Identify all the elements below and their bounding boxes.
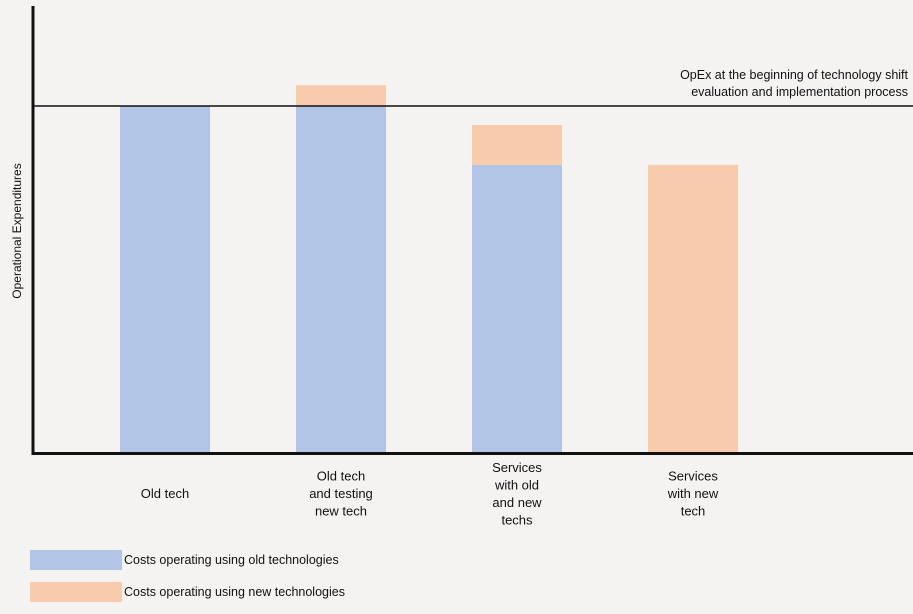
category-label-3: Services with old and new techs [492,460,542,528]
legend-swatch-new-tech [30,582,122,602]
bar-new-tech-4 [648,164,738,452]
reference-line-label: OpEx at the beginning of technology shif… [680,68,908,99]
legend-item-new-tech: Costs operating using new technologies [30,582,345,602]
category-label-1: Old tech [141,486,189,501]
legend-label-new-tech: Costs operating using new technologies [124,585,345,599]
bar-new-tech-3 [472,125,562,165]
category-labels: Old tech Old tech and testing new tech Servi… [141,460,719,528]
y-axis-label: Operational Expenditures [10,163,24,298]
category-label-2: Old tech and testing new tech [309,469,373,519]
legend: Costs operating using old technologies C… [30,550,345,614]
bar-old-tech-1 [120,106,210,452]
legend-item-old-tech: Costs operating using old technologies [30,550,345,570]
legend-swatch-old-tech [30,550,122,570]
legend-label-old-tech: Costs operating using old technologies [124,553,339,567]
bar-old-tech-3 [472,164,562,452]
bar-new-tech-2 [296,85,386,106]
bar-old-tech-2 [296,106,386,452]
bars-group [120,85,738,452]
category-label-4: Services with new tech [667,469,719,519]
